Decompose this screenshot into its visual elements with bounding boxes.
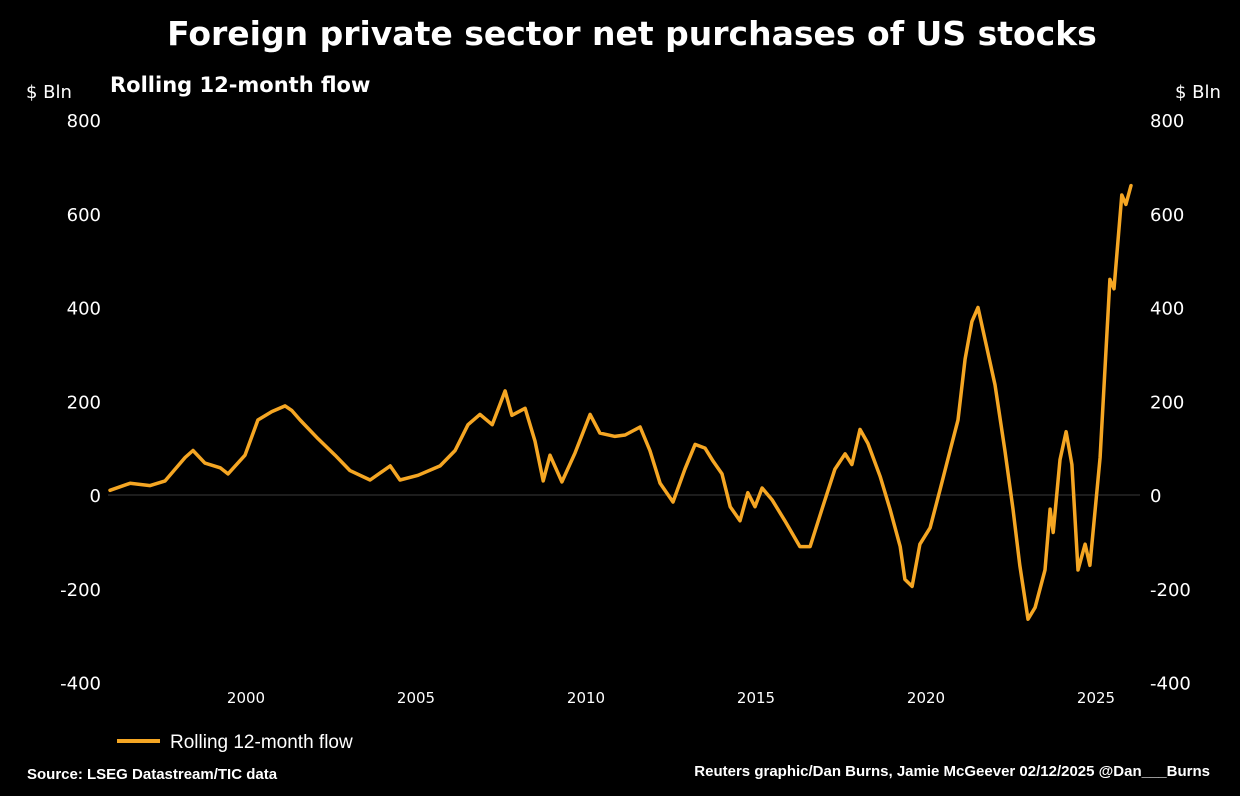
legend-label: Rolling 12-month flow <box>170 732 353 753</box>
y-tick-label-right: 200 <box>1150 392 1184 413</box>
series-line-rolling-12-month-flow <box>108 183 1133 621</box>
y-tick-label-left: 600 <box>67 205 101 226</box>
chart-title: Foreign private sector net purchases of … <box>167 14 1097 53</box>
y-tick-label-left: -400 <box>60 674 101 695</box>
y-axis-unit-left: $ Bln <box>26 82 72 103</box>
y-tick-label-right: 0 <box>1150 486 1161 507</box>
source-note: Source: LSEG Datastream/TIC data <box>27 766 278 783</box>
y-tick-label-right: -400 <box>1150 674 1191 695</box>
y-axis-left: 800 600 400 200 0 -200 -400 <box>60 111 101 695</box>
x-tick-label: 2025 <box>1077 689 1115 707</box>
x-tick-label: 2000 <box>227 689 265 707</box>
y-tick-label-right: 400 <box>1150 299 1184 320</box>
y-tick-label-left: 400 <box>67 299 101 320</box>
x-tick-label: 2015 <box>737 689 775 707</box>
y-tick-label-right: 800 <box>1150 111 1184 132</box>
y-axis-unit-right: $ Bln <box>1175 82 1221 103</box>
x-tick-label: 2010 <box>567 689 605 707</box>
x-tick-label: 2020 <box>907 689 945 707</box>
y-axis-right: 800 600 400 200 0 -200 -400 <box>1150 111 1191 695</box>
y-tick-label-right: 600 <box>1150 205 1184 226</box>
y-tick-label-left: -200 <box>60 580 101 601</box>
legend: Rolling 12-month flow <box>117 732 353 753</box>
x-axis: 2000 2005 2010 2015 2020 2025 <box>227 689 1115 707</box>
y-tick-label-right: -200 <box>1150 580 1191 601</box>
credit-note: Reuters graphic/Dan Burns, Jamie McGeeve… <box>694 763 1210 780</box>
chart-subtitle: Rolling 12-month flow <box>110 73 370 97</box>
x-tick-label: 2005 <box>397 689 435 707</box>
y-tick-label-left: 0 <box>90 486 101 507</box>
y-tick-label-left: 800 <box>67 111 101 132</box>
y-tick-label-left: 200 <box>67 392 101 413</box>
